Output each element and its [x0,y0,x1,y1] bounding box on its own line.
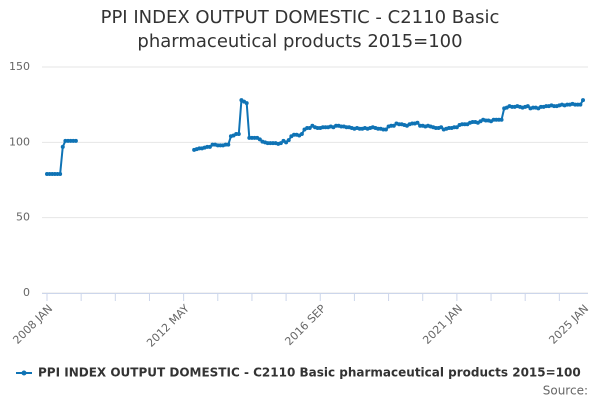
y-tick-label: 50 [16,211,30,224]
data-point [236,132,241,137]
data-point [578,102,583,107]
y-tick-label: 0 [23,286,30,299]
y-tick-label: 150 [9,60,30,73]
data-point [454,125,459,130]
data-point [391,123,396,128]
data-point [525,104,530,109]
data-point [286,138,291,143]
data-point [499,117,504,122]
data-point [226,142,231,147]
data-point [415,120,420,125]
data-point [581,98,585,103]
data-point [278,141,283,146]
data-point [299,132,304,137]
data-point [58,171,63,176]
y-tick-label: 100 [9,135,30,148]
data-point [257,137,262,142]
data-point [73,138,78,143]
x-tick-label: 2016 SEP [282,302,328,348]
data-point [60,144,65,149]
data-point [207,144,212,149]
source: Source: [543,384,588,398]
x-tick-label: 2008 JAN [10,302,55,347]
legend-label: PPI INDEX OUTPUT DOMESTIC - C2110 Basic … [38,366,581,380]
x-tick-label: 2012 MAY [144,302,192,350]
legend-marker [21,370,27,376]
data-point [284,140,289,145]
data-point [244,101,249,106]
chart-title: PPI INDEX OUTPUT DOMESTIC - C2110 Basic … [100,7,500,52]
x-tick-label: 2025 JAN [546,302,591,347]
series-line [47,98,584,175]
data-point [307,126,312,131]
data-point [439,125,444,130]
x-tick-label: 2021 JAN [420,302,465,347]
data-point [383,127,388,132]
